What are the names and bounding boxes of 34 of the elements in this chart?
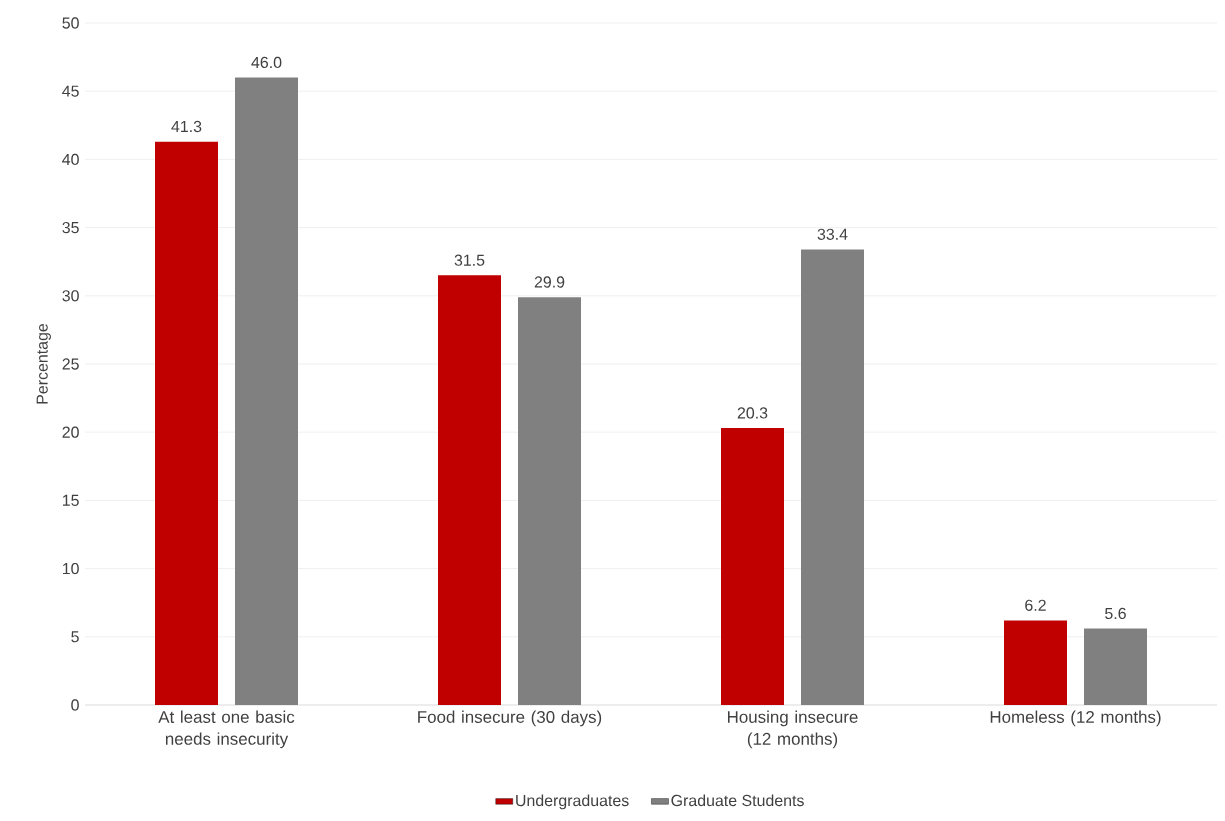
bar	[235, 77, 298, 705]
x-tick-label: Food insecure (30 days)	[418, 710, 602, 727]
bar	[1004, 620, 1067, 705]
data-label: 20.3	[737, 407, 768, 419]
bar	[438, 275, 501, 705]
y-tick-label: 20	[62, 426, 79, 438]
y-tick-label: 40	[62, 153, 79, 166]
y-tick-label: 50	[62, 17, 79, 29]
data-label: 41.3	[171, 120, 202, 133]
data-label: 46.0	[251, 56, 282, 69]
y-tick-label: 10	[62, 562, 79, 575]
y-tick-label: 25	[62, 358, 79, 370]
x-tick-label: At least one basic needs insecurity	[158, 710, 295, 749]
bar	[155, 141, 218, 705]
bar	[721, 428, 784, 705]
bar	[518, 297, 581, 705]
x-tick-label: Housing insecure (12 months)	[727, 710, 858, 749]
data-label: 6.2	[1025, 599, 1046, 611]
y-axis-title: Percentage	[36, 323, 51, 404]
data-label: 29.9	[534, 276, 565, 288]
y-tick-label: 45	[62, 85, 79, 97]
y-tick-label: 0	[71, 699, 79, 711]
data-label: 31.5	[454, 254, 485, 266]
y-tick-label: 30	[62, 290, 79, 302]
legend-label: Graduate Students	[671, 794, 804, 807]
data-label: 5.6	[1105, 607, 1126, 620]
legend-label: Undergraduates	[516, 794, 629, 810]
bar	[801, 249, 864, 705]
y-tick-label: 35	[62, 221, 79, 234]
y-tick-label: 5	[71, 631, 79, 643]
y-tick-label: 15	[62, 494, 79, 506]
data-label: 33.4	[817, 228, 848, 240]
x-tick-label: Homeless (12 months)	[990, 710, 1161, 727]
bar	[1084, 628, 1147, 705]
